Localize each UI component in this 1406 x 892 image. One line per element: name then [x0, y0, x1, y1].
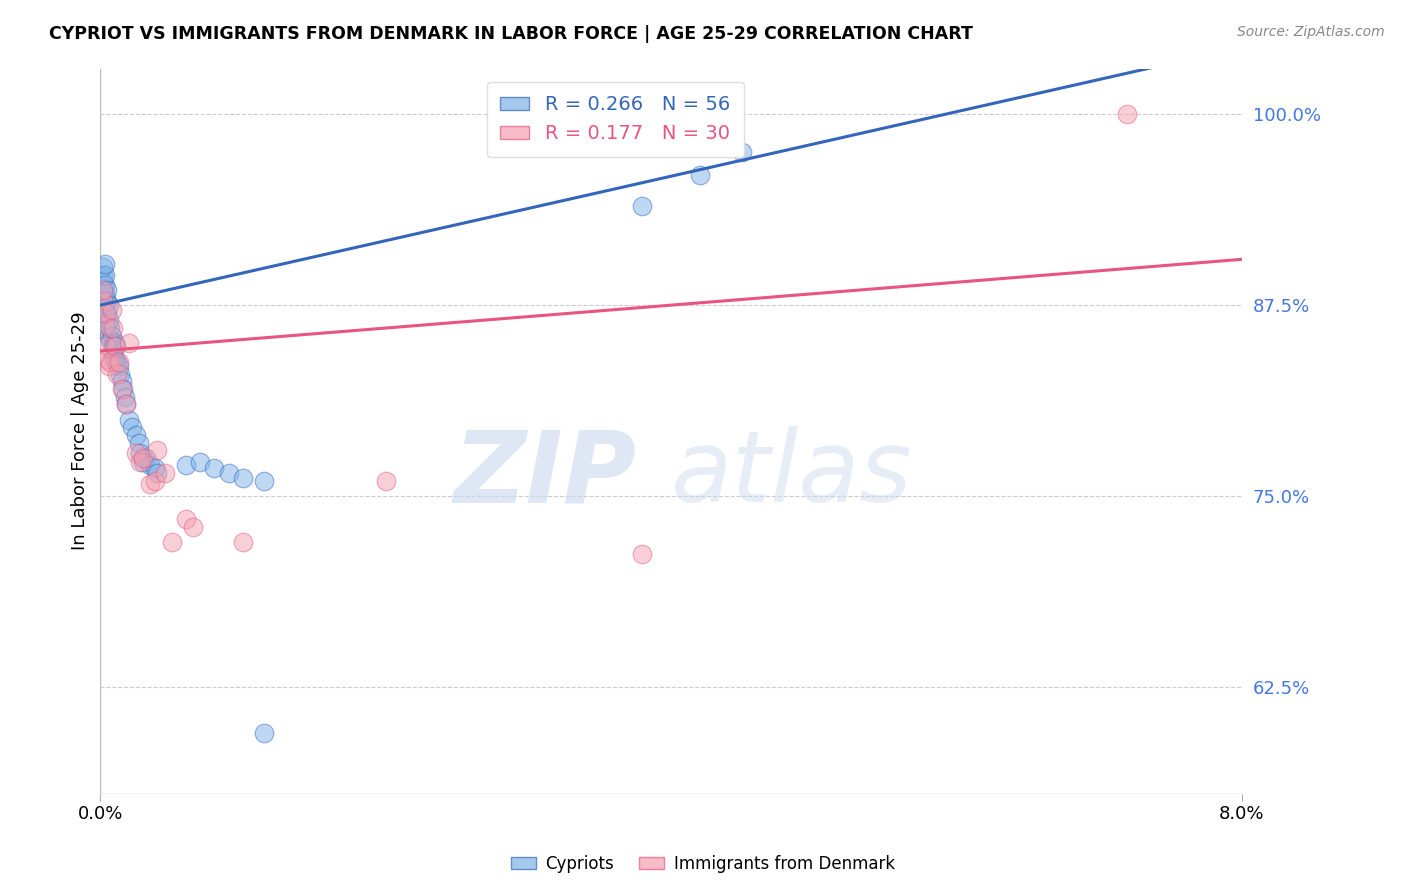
Point — [96, 293, 118, 308]
Point — [631, 547, 654, 561]
Point — [104, 351, 127, 366]
Legend: R = 0.266   N = 56, R = 0.177   N = 30: R = 0.266 N = 56, R = 0.177 N = 30 — [486, 82, 744, 157]
Point — [689, 169, 711, 183]
Point — [139, 476, 162, 491]
Point — [93, 257, 115, 271]
Point — [91, 283, 114, 297]
Point — [253, 725, 276, 739]
Point — [100, 302, 122, 317]
Point — [218, 466, 240, 480]
Point — [121, 420, 143, 434]
Point — [103, 321, 125, 335]
Point — [731, 145, 754, 160]
Point — [135, 450, 157, 465]
Point — [107, 354, 129, 368]
Point — [96, 306, 118, 320]
Point — [143, 461, 166, 475]
Point — [91, 268, 114, 282]
Point — [94, 293, 117, 308]
Point — [105, 354, 128, 368]
Point — [100, 343, 122, 358]
Point — [112, 382, 135, 396]
Point — [143, 474, 166, 488]
Point — [98, 354, 121, 368]
Point — [104, 339, 127, 353]
Point — [1116, 107, 1139, 121]
Point — [97, 328, 120, 343]
Y-axis label: In Labor Force | Age 25-29: In Labor Force | Age 25-29 — [72, 312, 89, 550]
Point — [160, 534, 183, 549]
Point — [94, 306, 117, 320]
Point — [93, 298, 115, 312]
Point — [107, 367, 129, 381]
Point — [115, 397, 138, 411]
Point — [93, 318, 115, 332]
Point — [232, 534, 254, 549]
Point — [104, 336, 127, 351]
Point — [96, 351, 118, 366]
Point — [153, 466, 176, 480]
Point — [128, 435, 150, 450]
Point — [105, 339, 128, 353]
Text: atlas: atlas — [671, 426, 912, 523]
Point — [98, 321, 121, 335]
Point — [91, 293, 114, 308]
Point — [111, 375, 134, 389]
Point — [100, 328, 122, 343]
Point — [146, 443, 169, 458]
Point — [98, 333, 121, 347]
Point — [96, 318, 118, 332]
Point — [174, 458, 197, 473]
Point — [139, 458, 162, 473]
Point — [97, 359, 120, 374]
Point — [93, 287, 115, 301]
Text: CYPRIOT VS IMMIGRANTS FROM DENMARK IN LABOR FORCE | AGE 25-29 CORRELATION CHART: CYPRIOT VS IMMIGRANTS FROM DENMARK IN LA… — [49, 25, 973, 43]
Point — [96, 283, 118, 297]
Point — [93, 278, 115, 293]
Point — [132, 450, 155, 465]
Point — [129, 455, 152, 469]
Point — [108, 359, 131, 374]
Point — [91, 283, 114, 297]
Point — [631, 199, 654, 213]
Point — [118, 412, 141, 426]
Point — [129, 446, 152, 460]
Point — [118, 336, 141, 351]
Point — [146, 466, 169, 480]
Point — [94, 339, 117, 353]
Point — [97, 298, 120, 312]
Point — [188, 455, 211, 469]
Text: ZIP: ZIP — [454, 426, 637, 523]
Point — [253, 474, 276, 488]
Point — [374, 474, 396, 488]
Point — [232, 470, 254, 484]
Point — [91, 275, 114, 289]
Point — [91, 291, 114, 305]
Point — [93, 306, 115, 320]
Point — [103, 339, 125, 353]
Point — [93, 268, 115, 282]
Point — [97, 313, 120, 327]
Point — [115, 397, 138, 411]
Point — [125, 446, 148, 460]
Text: Source: ZipAtlas.com: Source: ZipAtlas.com — [1237, 25, 1385, 39]
Point — [132, 455, 155, 469]
Point — [181, 519, 204, 533]
Point — [103, 351, 125, 366]
Legend: Cypriots, Immigrants from Denmark: Cypriots, Immigrants from Denmark — [503, 848, 903, 880]
Point — [114, 390, 136, 404]
Point — [110, 367, 132, 381]
Point — [125, 428, 148, 442]
Point — [174, 512, 197, 526]
Point — [91, 260, 114, 274]
Point — [111, 382, 134, 396]
Point — [204, 461, 226, 475]
Point — [108, 354, 131, 368]
